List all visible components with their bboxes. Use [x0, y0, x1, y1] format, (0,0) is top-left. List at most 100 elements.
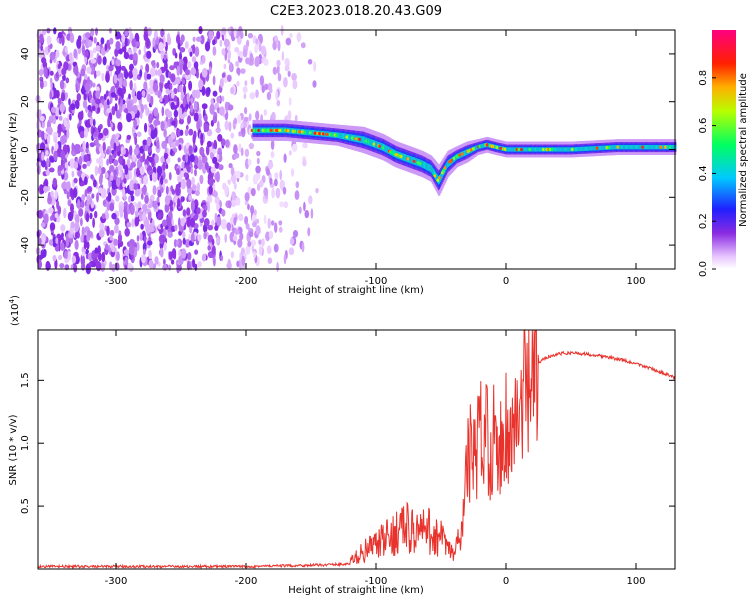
- heatmap-cell: [86, 241, 90, 250]
- heatmap-cell: [170, 73, 176, 83]
- heatmap-cell: [114, 217, 120, 225]
- heatmap-cell: [56, 217, 61, 223]
- heatmap-cell: [522, 147, 525, 152]
- heatmap-cell: [156, 139, 160, 150]
- heatmap-cell: [635, 145, 638, 150]
- heatmap-cell: [199, 146, 205, 156]
- y-tick-label: 40: [20, 48, 31, 61]
- heatmap-cell: [197, 234, 202, 242]
- heatmap-cell: [49, 51, 56, 61]
- heatmap-cell: [63, 117, 68, 128]
- heatmap-cell: [666, 145, 669, 150]
- heatmap-cell: [102, 56, 107, 66]
- heatmap-cell: [106, 158, 109, 166]
- heatmap-cell: [371, 139, 374, 147]
- heatmap-cell: [271, 187, 275, 199]
- heatmap-cell: [86, 235, 91, 242]
- heatmap-cell: [106, 107, 112, 114]
- heatmap-cell: [51, 106, 57, 114]
- heatmap-cell: [129, 181, 134, 192]
- heatmap-cell: [123, 211, 128, 221]
- heatmap-cell: [630, 145, 632, 150]
- heatmap-cell: [139, 209, 142, 217]
- heatmap-cell: [113, 169, 117, 176]
- heatmap-cell: [224, 120, 230, 131]
- heatmap-cell: [204, 41, 211, 52]
- heatmap-cells: [35, 25, 677, 275]
- heatmap-cell: [298, 206, 302, 214]
- heatmap-cell: [667, 145, 670, 150]
- heatmap-cell: [38, 69, 44, 76]
- heatmap-cell: [108, 27, 112, 34]
- heatmap-cell: [95, 138, 99, 147]
- heatmap-cell: [576, 147, 579, 152]
- heatmap-cell: [121, 33, 126, 43]
- heatmap-cell: [132, 75, 138, 81]
- heatmap-cell: [107, 192, 112, 202]
- y-multiplier: (x104): [8, 295, 21, 326]
- heatmap-cell: [76, 38, 82, 49]
- heatmap-cell: [279, 169, 283, 181]
- y-tick-label: -40: [20, 237, 31, 253]
- colorbar-tick-label: 0.6: [698, 118, 709, 134]
- heatmap-cell: [214, 196, 220, 205]
- heatmap-cell: [55, 237, 59, 244]
- heatmap-cell: [39, 184, 44, 195]
- heatmap-cell: [233, 216, 237, 226]
- heatmap-cell: [117, 87, 123, 96]
- colorbar-tick-label: 0.0: [698, 261, 709, 277]
- heatmap-cell: [236, 35, 242, 45]
- heatmap-cell: [491, 145, 496, 149]
- heatmap-cell: [152, 38, 156, 47]
- heatmap-cell: [72, 187, 78, 198]
- heatmap-cell: [227, 49, 232, 61]
- heatmap-cell: [190, 232, 195, 243]
- heatmap-cell: [610, 145, 612, 150]
- heatmap-cell: [87, 111, 93, 118]
- heatmap-cell: [165, 88, 170, 94]
- heatmap-cell: [482, 143, 485, 148]
- snr-frame: [37, 329, 676, 570]
- heatmap-cell: [565, 147, 568, 152]
- heatmap-cell: [147, 169, 154, 175]
- heatmap-cell: [201, 86, 206, 96]
- heatmap-cell: [275, 187, 281, 199]
- heatmap-cell: [55, 89, 60, 99]
- heatmap-cell: [147, 240, 153, 246]
- heatmap-cell: [146, 39, 150, 48]
- heatmap-cell: [159, 74, 165, 84]
- heatmap-cell: [288, 150, 292, 156]
- heatmap-cell: [152, 185, 157, 196]
- heatmap-cell: [182, 79, 186, 85]
- heatmap-cell: [292, 79, 298, 90]
- heatmap-cell: [421, 160, 424, 168]
- heatmap-cell: [140, 193, 144, 200]
- heatmap-cell: [117, 121, 123, 132]
- heatmap-cell: [585, 146, 588, 151]
- heatmap-cell: [127, 70, 134, 79]
- heatmap-cell: [186, 216, 191, 228]
- heatmap-cell: [134, 188, 141, 197]
- y-tick-label: -20: [20, 189, 31, 205]
- heatmap-cell: [539, 147, 541, 152]
- heatmap-cell: [197, 159, 203, 170]
- heatmap-cell: [140, 223, 144, 230]
- heatmap-cell: [171, 91, 175, 99]
- heatmap-cell: [67, 250, 71, 261]
- heatmap-cell: [252, 251, 256, 259]
- heatmap-cell: [122, 187, 126, 198]
- heatmap-cell: [307, 59, 313, 65]
- heatmap-cell: [245, 174, 249, 182]
- heatmap-cell: [353, 134, 356, 142]
- heatmap-cell: [537, 147, 539, 152]
- heatmap-cell: [60, 92, 66, 102]
- heatmap-cell: [49, 167, 55, 173]
- heatmap-cell: [39, 33, 44, 42]
- heatmap-cell: [236, 80, 240, 87]
- heatmap-cell: [154, 256, 159, 265]
- heatmap-cell: [561, 147, 564, 152]
- heatmap-cell: [559, 147, 561, 152]
- heatmap-cell: [248, 113, 252, 121]
- heatmap-cell: [141, 254, 146, 264]
- heatmap-cell: [328, 131, 330, 138]
